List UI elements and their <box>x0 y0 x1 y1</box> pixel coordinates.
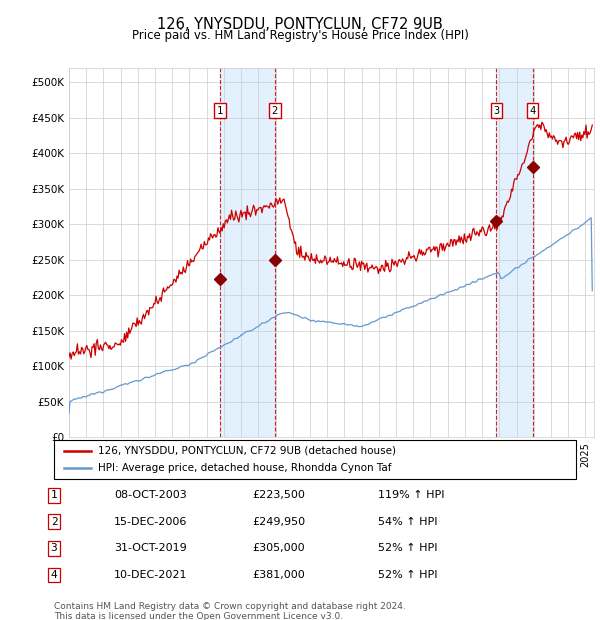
Text: 1: 1 <box>217 106 223 116</box>
Text: 31-OCT-2019: 31-OCT-2019 <box>114 543 187 554</box>
Bar <box>496 68 533 437</box>
Text: £305,000: £305,000 <box>252 543 305 554</box>
Text: 08-OCT-2003: 08-OCT-2003 <box>114 490 187 500</box>
Text: HPI: Average price, detached house, Rhondda Cynon Taf: HPI: Average price, detached house, Rhon… <box>98 463 392 473</box>
Text: 52% ↑ HPI: 52% ↑ HPI <box>378 543 437 554</box>
FancyBboxPatch shape <box>54 440 576 479</box>
Text: 4: 4 <box>530 106 536 116</box>
Text: Contains HM Land Registry data © Crown copyright and database right 2024.
This d: Contains HM Land Registry data © Crown c… <box>54 601 406 620</box>
Text: 3: 3 <box>50 543 58 554</box>
Text: £249,950: £249,950 <box>252 516 305 527</box>
Bar <box>220 68 275 437</box>
Text: Price paid vs. HM Land Registry's House Price Index (HPI): Price paid vs. HM Land Registry's House … <box>131 29 469 42</box>
Text: 4: 4 <box>50 570 58 580</box>
Text: 52% ↑ HPI: 52% ↑ HPI <box>378 570 437 580</box>
Text: £381,000: £381,000 <box>252 570 305 580</box>
Text: 54% ↑ HPI: 54% ↑ HPI <box>378 516 437 527</box>
Text: 10-DEC-2021: 10-DEC-2021 <box>114 570 187 580</box>
Text: 119% ↑ HPI: 119% ↑ HPI <box>378 490 445 500</box>
Text: 1: 1 <box>50 490 58 500</box>
Text: 126, YNYSDDU, PONTYCLUN, CF72 9UB (detached house): 126, YNYSDDU, PONTYCLUN, CF72 9UB (detac… <box>98 446 397 456</box>
Text: 15-DEC-2006: 15-DEC-2006 <box>114 516 187 527</box>
Text: 126, YNYSDDU, PONTYCLUN, CF72 9UB: 126, YNYSDDU, PONTYCLUN, CF72 9UB <box>157 17 443 32</box>
Text: 2: 2 <box>272 106 278 116</box>
Text: 2: 2 <box>50 516 58 527</box>
Text: 3: 3 <box>493 106 500 116</box>
Text: £223,500: £223,500 <box>252 490 305 500</box>
